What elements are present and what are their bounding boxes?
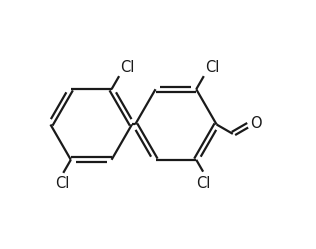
Text: Cl: Cl bbox=[55, 176, 69, 191]
Text: Cl: Cl bbox=[205, 60, 220, 75]
Text: Cl: Cl bbox=[120, 60, 135, 75]
Text: Cl: Cl bbox=[196, 176, 210, 191]
Text: O: O bbox=[251, 116, 262, 131]
